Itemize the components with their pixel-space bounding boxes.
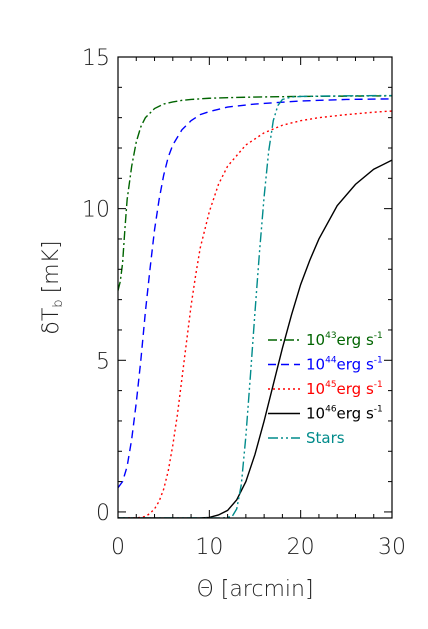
legend-label-4: Stars: [306, 429, 345, 447]
legend-label-2: 1045erg s-1: [306, 380, 383, 398]
series-line-1: [118, 98, 392, 489]
y-tick-label: 5: [96, 349, 110, 374]
legend: 1043erg s-1 1044erg s-1 1045erg s-1 1046erg…: [268, 331, 383, 447]
legend-label-3: 1046erg s-1: [306, 405, 383, 423]
x-tick-label: 20: [287, 535, 315, 560]
plot-area: [118, 94, 392, 518]
x-axis-label: Θ [arcmin]: [196, 577, 313, 602]
y-axis-label: δTb[mK]: [39, 240, 66, 334]
series-line-4: [118, 94, 392, 518]
plot-frame: [117, 56, 393, 519]
series-line-3: [118, 159, 392, 518]
x-tick-label: 10: [195, 535, 223, 560]
x-tick-label: 0: [111, 535, 125, 560]
y-tick-label: 15: [82, 46, 110, 71]
legend-label-0: 1043erg s-1: [306, 331, 383, 349]
series-line-2: [118, 110, 392, 518]
series-line-0: [118, 95, 392, 291]
legend-label-1: 1044erg s-1: [306, 356, 383, 374]
y-tick-label: 10: [82, 198, 110, 223]
y-tick-label: 0: [96, 501, 110, 526]
axes: 0 10 20 30 0 5 10 15 Θ [arcmin] δTb[mK]: [39, 46, 406, 602]
x-tick-label: 30: [378, 535, 406, 560]
